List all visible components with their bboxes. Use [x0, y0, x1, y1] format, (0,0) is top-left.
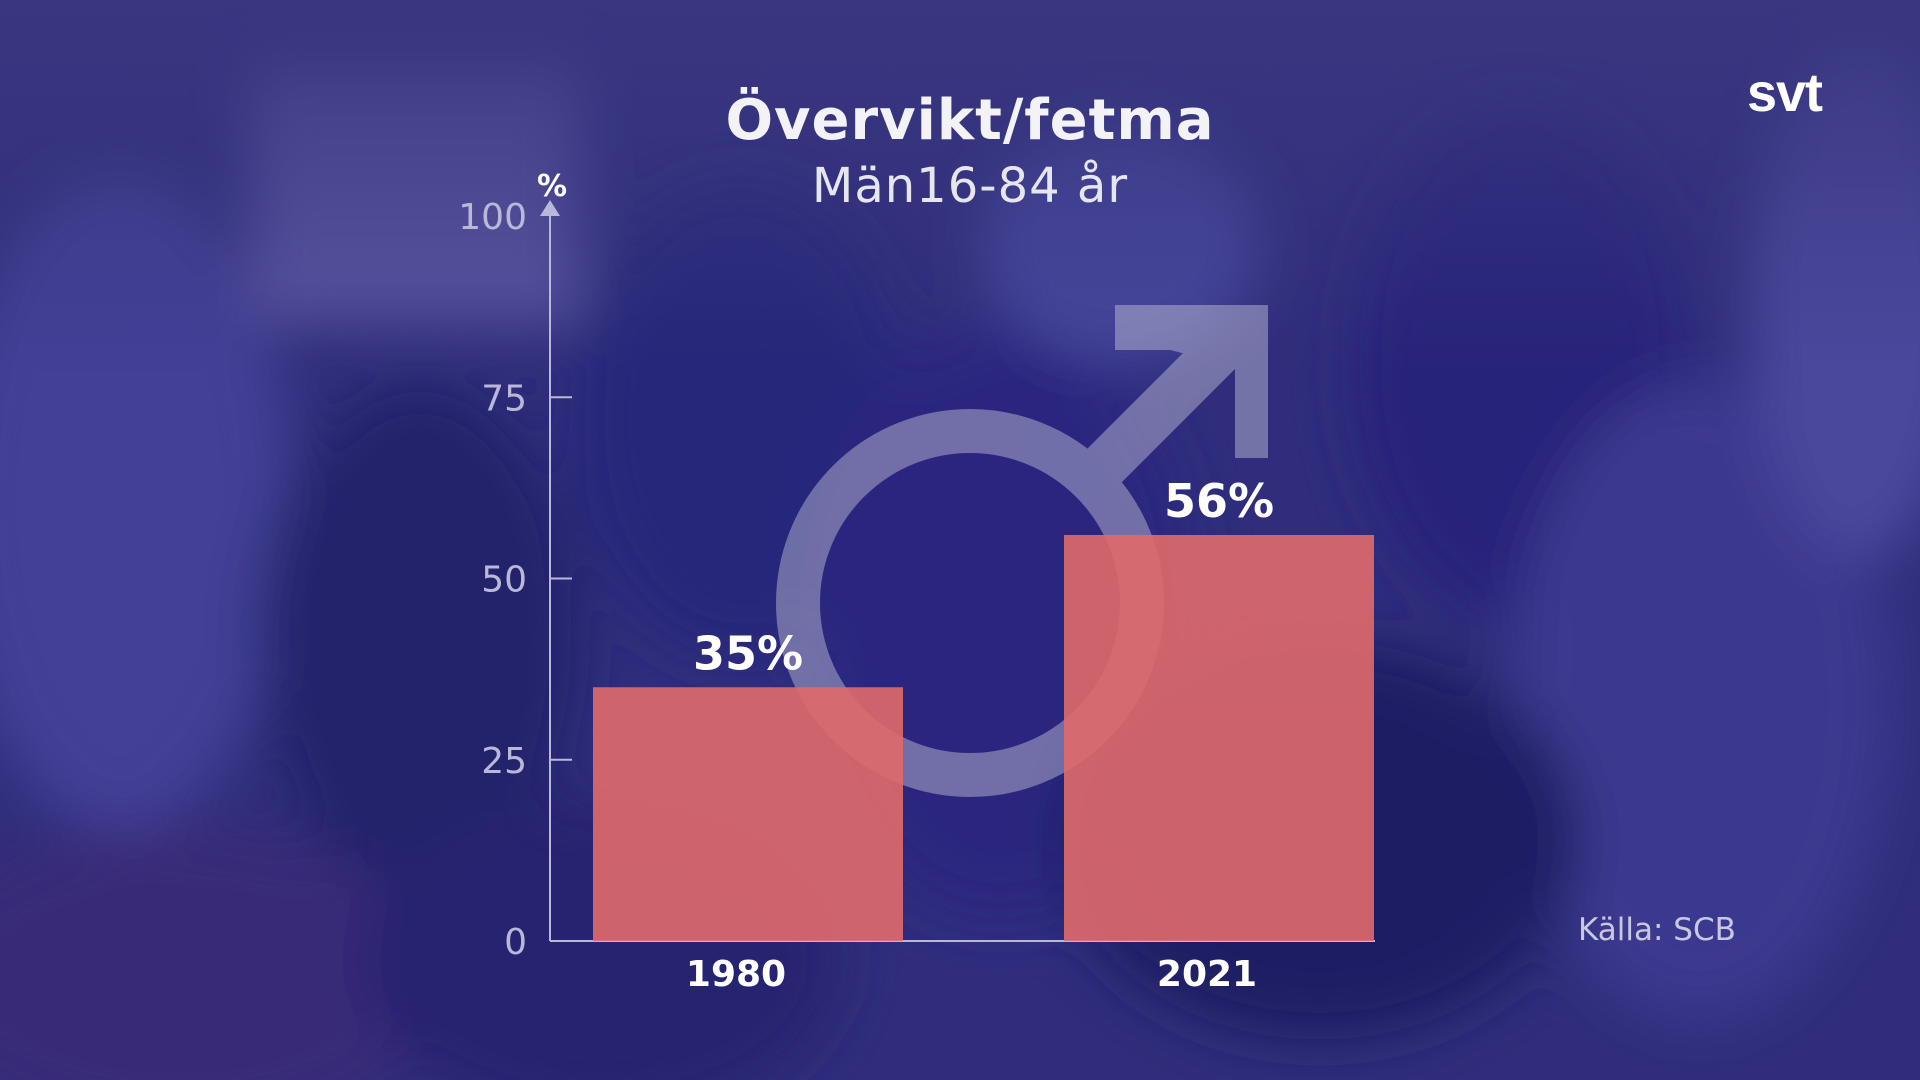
y-axis-unit: % [537, 169, 567, 204]
bar-2021 [1064, 535, 1374, 941]
bar-1980 [593, 687, 903, 941]
y-axis-arrow-icon [540, 200, 560, 216]
y-tick-label: 0 [504, 922, 527, 963]
source-note: Källa: SCB [1578, 912, 1736, 948]
x-category-label: 2021 [1157, 954, 1257, 995]
y-tick-label: 75 [481, 378, 527, 419]
y-tick-label: 100 [458, 197, 527, 238]
y-tick-label: 25 [481, 741, 527, 782]
chart-title: Övervikt/fetma [725, 88, 1215, 153]
svt-logo: svt [1746, 63, 1823, 123]
y-tick-label: 50 [481, 560, 527, 601]
x-category-label: 1980 [686, 954, 786, 995]
chart-subtitle: Män16-84 år [811, 158, 1129, 214]
bar-value-label: 56% [1164, 474, 1274, 528]
bar-value-label: 35% [693, 626, 803, 680]
